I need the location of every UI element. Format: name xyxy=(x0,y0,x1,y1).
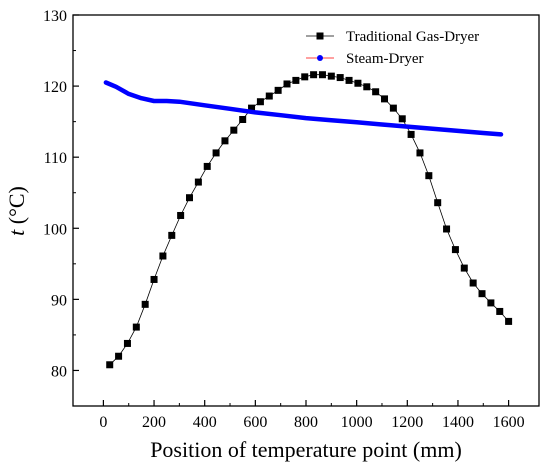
point-gas-dryer xyxy=(203,162,211,170)
point-gas-dryer xyxy=(141,300,149,308)
point-gas-dryer xyxy=(256,98,264,106)
series-layer xyxy=(103,71,513,369)
point-gas-dryer xyxy=(496,307,504,315)
point-gas-dryer xyxy=(372,88,380,96)
x-axis-ticks: 0 200 400 600 800 1000 1200 1400 1600 xyxy=(99,400,525,431)
x-tick-label-1000: 1000 xyxy=(341,414,373,431)
point-gas-dryer xyxy=(354,79,362,87)
point-gas-dryer xyxy=(194,178,202,186)
y-tick-label-100: 100 xyxy=(43,221,67,238)
point-gas-dryer xyxy=(389,104,397,112)
y-axis-label: t (°C) xyxy=(4,186,29,236)
point-gas-dryer xyxy=(478,290,486,298)
point-gas-dryer xyxy=(487,299,495,307)
point-gas-dryer xyxy=(336,74,344,82)
point-gas-dryer xyxy=(168,231,176,239)
x-axis-label: Position of temperature point (mm) xyxy=(150,437,462,462)
x-tick-label-200: 200 xyxy=(142,414,166,431)
legend-label-gas: Traditional Gas-Dryer xyxy=(346,29,479,45)
y-tick-label-80: 80 xyxy=(51,363,67,380)
point-gas-dryer xyxy=(425,172,433,180)
y-tick-label-90: 90 xyxy=(51,292,67,309)
point-gas-dryer xyxy=(301,73,309,81)
point-gas-dryer xyxy=(310,71,318,79)
point-gas-dryer xyxy=(416,149,424,157)
x-tick-label-1200: 1200 xyxy=(391,414,423,431)
point-gas-dryer xyxy=(451,246,459,254)
x-tick-label-400: 400 xyxy=(193,414,217,431)
point-gas-dryer xyxy=(327,72,335,80)
point-gas-dryer xyxy=(239,116,247,124)
x-tick-label-0: 0 xyxy=(99,414,107,431)
point-gas-dryer xyxy=(469,279,477,287)
x-tick-label-800: 800 xyxy=(294,414,318,431)
x-tick-label-1400: 1400 xyxy=(442,414,474,431)
point-gas-dryer xyxy=(248,104,256,112)
point-gas-dryer xyxy=(221,137,229,145)
y-axis-label-symbol: t xyxy=(4,229,29,236)
point-gas-dryer xyxy=(106,361,114,369)
point-gas-dryer xyxy=(283,80,291,88)
legend: Traditional Gas-Dryer Steam-Dryer xyxy=(306,29,479,67)
point-gas-dryer xyxy=(381,95,389,103)
point-gas-dryer xyxy=(212,149,220,157)
point-gas-dryer xyxy=(460,264,468,272)
legend-marker-steam xyxy=(317,55,323,61)
series-line-gas-dryer xyxy=(109,74,509,366)
point-gas-dryer xyxy=(292,76,300,84)
y-tick-label-120: 120 xyxy=(43,79,67,96)
point-gas-dryer xyxy=(407,130,415,138)
point-gas-dryer xyxy=(443,225,451,233)
point-gas-dryer xyxy=(434,199,442,207)
legend-marker-gas xyxy=(316,32,324,40)
legend-label-steam: Steam-Dryer xyxy=(346,51,423,67)
point-gas-dryer xyxy=(345,76,353,84)
point-gas-dryer xyxy=(230,126,238,134)
point-gas-dryer xyxy=(123,339,131,347)
point-gas-dryer xyxy=(398,115,406,123)
point-gas-dryer xyxy=(115,352,123,360)
y-tick-label-130: 130 xyxy=(43,8,67,25)
point-gas-dryer xyxy=(363,83,371,91)
point-gas-dryer xyxy=(274,86,282,94)
y-tick-label-110: 110 xyxy=(44,150,67,167)
point-gas-dryer xyxy=(177,211,185,219)
point-gas-dryer xyxy=(186,194,193,202)
x-tick-label-600: 600 xyxy=(243,414,267,431)
point-gas-dryer xyxy=(505,317,513,325)
point-gas-dryer xyxy=(150,275,158,283)
series-line-steam-dryer xyxy=(103,80,504,137)
y-axis-label-unit: (°C) xyxy=(4,186,29,230)
point-gas-dryer xyxy=(318,71,326,79)
y-axis-ticks: 80 90 100 110 120 130 xyxy=(43,8,79,380)
point-gas-dryer xyxy=(159,252,167,260)
point-gas-dryer xyxy=(265,92,273,100)
point-gas-dryer xyxy=(132,323,140,331)
x-tick-label-1600: 1600 xyxy=(493,414,525,431)
